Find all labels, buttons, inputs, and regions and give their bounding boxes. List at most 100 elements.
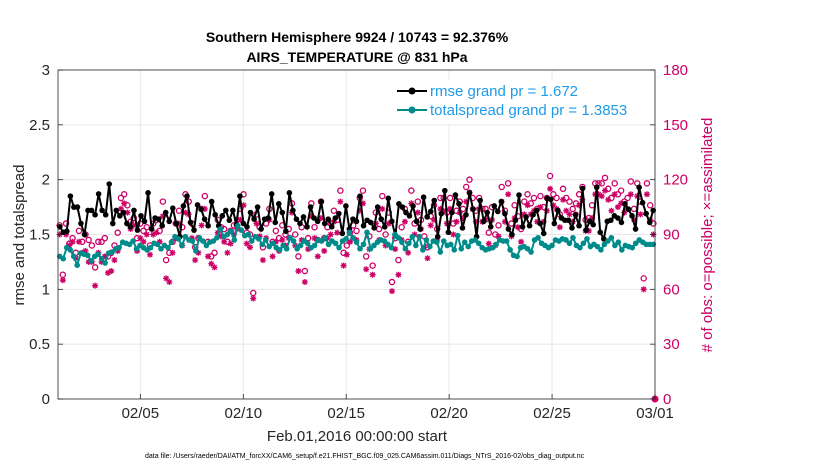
obs-assimilated-point xyxy=(130,222,137,229)
obs-assimilated-point xyxy=(150,231,157,238)
rmse-point xyxy=(537,220,543,227)
spread-point xyxy=(88,258,94,264)
obs-possible-point xyxy=(311,223,318,231)
x-tick-label: 02/20 xyxy=(430,405,468,422)
spread-point xyxy=(165,244,171,251)
spread-point xyxy=(109,249,115,255)
rmse-point xyxy=(593,184,600,191)
spread-point xyxy=(217,226,224,232)
obs-assimilated-point xyxy=(340,262,347,269)
obs-assimilated-point xyxy=(550,202,557,209)
spread-point xyxy=(248,238,255,244)
spread-point xyxy=(601,241,608,248)
y-right-tick-label: 90 xyxy=(663,227,680,244)
spread-point xyxy=(262,237,269,243)
obs-assimilated-point xyxy=(547,185,554,192)
spread-point xyxy=(440,238,447,244)
rmse-point xyxy=(64,228,70,235)
x-tick-label: 02/25 xyxy=(533,405,571,422)
obs-assimilated-point xyxy=(589,215,596,222)
rmse-point xyxy=(67,193,74,199)
spread-point xyxy=(189,238,196,244)
spread-point xyxy=(228,228,234,235)
obs-possible-point xyxy=(88,242,96,249)
obs-assimilated-point xyxy=(405,249,412,256)
rmse-point xyxy=(410,203,416,209)
obs-possible-point xyxy=(546,172,554,180)
obs-assimilated-point xyxy=(108,268,115,275)
y-axis-right-label: # of obs: o=possible; ×=assimilated xyxy=(699,118,716,353)
obs-assimilated-point xyxy=(463,198,470,205)
rmse-point xyxy=(268,191,275,197)
rmse-point xyxy=(325,216,332,222)
spread-point xyxy=(399,239,405,245)
obs-assimilated-point xyxy=(643,191,650,198)
rmse-point xyxy=(307,204,314,210)
obs-assimilated-point xyxy=(453,218,460,225)
rmse-point xyxy=(357,193,363,199)
spread-point xyxy=(563,237,569,243)
obs-possible-point xyxy=(330,207,338,214)
obs-possible-point xyxy=(359,187,367,194)
obs-assimilated-point xyxy=(614,204,621,211)
obs-possible-point xyxy=(114,229,121,236)
y-left-tick-label: 2 xyxy=(42,172,50,189)
obs-assimilated-point xyxy=(272,238,279,245)
obs-possible-point xyxy=(617,187,625,194)
rmse-point xyxy=(279,209,286,216)
rmse-point xyxy=(424,214,430,220)
rmse-point xyxy=(258,226,264,232)
obs-possible-point xyxy=(101,234,109,242)
spread-point xyxy=(255,236,262,242)
obs-assimilated-point xyxy=(611,191,618,198)
obs-possible-point xyxy=(498,183,505,191)
obs-assimilated-point xyxy=(114,247,121,254)
rmse-point xyxy=(547,196,554,203)
obs-assimilated-point xyxy=(305,246,312,253)
rmse-point xyxy=(117,213,123,219)
obs-possible-point xyxy=(566,198,573,205)
rmse-point xyxy=(290,207,296,214)
x-tick-label: 03/01 xyxy=(636,405,674,422)
spread-point xyxy=(259,241,266,248)
spread-point xyxy=(489,244,496,251)
spread-point xyxy=(472,237,479,243)
obs-assimilated-point xyxy=(608,207,615,214)
obs-assimilated-point xyxy=(437,205,444,212)
obs-assimilated-point xyxy=(472,218,479,225)
obs-assimilated-point xyxy=(430,216,437,223)
rmse-point xyxy=(109,220,116,227)
obs-possible-point xyxy=(504,180,512,187)
rmse-point xyxy=(646,219,653,226)
spread-point xyxy=(451,247,458,253)
spread-point xyxy=(168,239,175,245)
obs-assimilated-point xyxy=(392,246,399,253)
obs-possible-point xyxy=(201,192,209,200)
rmse-point xyxy=(498,198,505,205)
rmse-point xyxy=(608,217,614,224)
rmse-point xyxy=(208,198,215,205)
obs-possible-point xyxy=(530,194,538,202)
spread-point xyxy=(594,243,601,250)
y-left-tick-label: 0.5 xyxy=(29,336,50,353)
obs-assimilated-point xyxy=(621,209,628,216)
obs-assimilated-point xyxy=(385,220,392,227)
spread-point xyxy=(350,234,356,241)
obs-possible-point xyxy=(159,198,167,205)
spread-point xyxy=(360,241,367,248)
obs-assimilated-point xyxy=(501,218,508,225)
rmse-point xyxy=(442,187,448,194)
spread-point xyxy=(126,241,133,248)
spread-point xyxy=(294,245,300,252)
spread-point xyxy=(224,231,231,238)
rmse-point xyxy=(438,210,445,217)
legend-spread-label: totalspread grand pr = 1.3853 xyxy=(430,102,627,119)
spread-point xyxy=(454,232,461,239)
rmse-point xyxy=(445,229,452,236)
obs-possible-point xyxy=(382,231,389,238)
spread-point xyxy=(535,234,541,241)
rmse-point xyxy=(321,220,328,227)
obs-assimilated-point xyxy=(121,200,128,207)
obs-assimilated-point xyxy=(560,196,567,203)
legend: rmse grand pr = 1.672 totalspread grand … xyxy=(395,80,650,124)
